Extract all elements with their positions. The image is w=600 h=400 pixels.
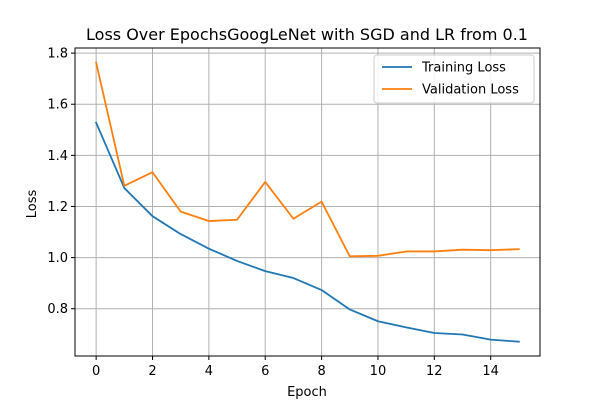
y-tick-label: 1.2	[47, 200, 68, 215]
axis-ticks: 0 2 4 6 8 10 12 14 0.8 1.0 1.2 1.4 1.6 1.8	[47, 47, 499, 379]
chart-title: Loss Over EpochsGoogLeNet with SGD and L…	[86, 25, 528, 44]
x-tick-label: 14	[482, 364, 499, 379]
x-tick-label: 12	[426, 364, 443, 379]
x-tick-label: 4	[205, 364, 213, 379]
y-tick-label: 0.8	[47, 302, 68, 317]
x-tick-label: 8	[317, 364, 325, 379]
legend-frame	[373, 54, 535, 104]
y-tick-label: 1.8	[47, 47, 68, 62]
series-line-validation-loss	[95, 61, 520, 258]
y-axis-label: Loss	[25, 190, 40, 219]
legend-label: Training Loss	[421, 61, 506, 76]
x-tick-label: 2	[148, 364, 156, 379]
x-tick-label: 0	[92, 364, 100, 379]
x-axis-label: Epoch	[287, 385, 327, 400]
legend-label: Validation Loss	[422, 83, 519, 98]
y-tick-label: 1.0	[47, 251, 68, 266]
plot-frame	[74, 47, 541, 357]
x-tick-label: 6	[261, 364, 269, 379]
series-lines	[94, 61, 520, 343]
y-tick-label: 1.4	[47, 149, 68, 164]
series-line-training-loss	[94, 121, 520, 343]
legend: Training Loss Validation Loss	[373, 54, 535, 104]
x-tick-label: 10	[370, 364, 387, 379]
y-tick-label: 1.6	[47, 98, 68, 113]
